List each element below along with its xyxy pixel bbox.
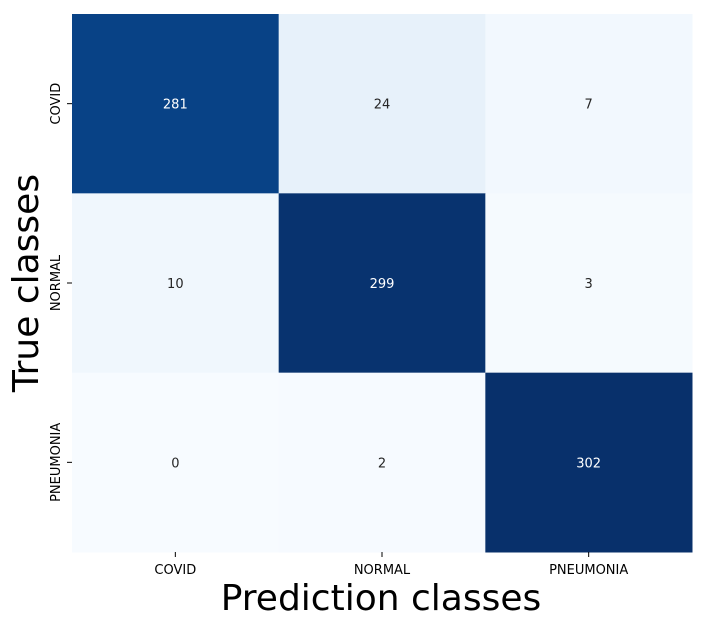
cell-value-label: 3 [585, 277, 593, 292]
cell-value-label: 24 [374, 98, 391, 113]
heatmap-cell [278, 372, 486, 553]
x-tick-label: NORMAL [354, 563, 411, 578]
heatmap-cell [485, 14, 693, 194]
cell-value-label: 0 [171, 456, 179, 471]
heatmap-cell [485, 193, 693, 374]
cell-value-label: 299 [370, 277, 395, 292]
x-axis-title: Prediction classes [221, 578, 542, 618]
y-axis-ticks: COVID NORMAL PNEUMONIA [49, 83, 72, 502]
x-tick-label: COVID [154, 563, 196, 578]
heatmap-cell [72, 14, 280, 194]
cell-value-label: 281 [163, 98, 188, 113]
y-tick-label: COVID [49, 83, 64, 125]
heatmap-cell [485, 372, 693, 553]
cell-value-label: 302 [576, 456, 601, 471]
heatmap-cell [278, 193, 486, 374]
cell-value-label: 2 [378, 456, 386, 471]
heatmap-cell [278, 14, 486, 194]
y-tick-label: NORMAL [49, 254, 64, 311]
x-axis-ticks: COVID NORMAL PNEUMONIA [154, 552, 628, 578]
cell-value-label: 7 [585, 98, 593, 113]
heatmap-cell [72, 193, 280, 374]
y-axis-title: True classes [6, 174, 47, 393]
heatmap-cell [72, 372, 280, 553]
y-tick-label: PNEUMONIA [49, 423, 64, 502]
cell-value-label: 10 [167, 277, 184, 292]
heatmap-cell-labels: 281 24 710 299 30 2 302 [163, 98, 601, 472]
heatmap-cells [72, 14, 693, 553]
x-tick-label: PNEUMONIA [549, 563, 628, 578]
